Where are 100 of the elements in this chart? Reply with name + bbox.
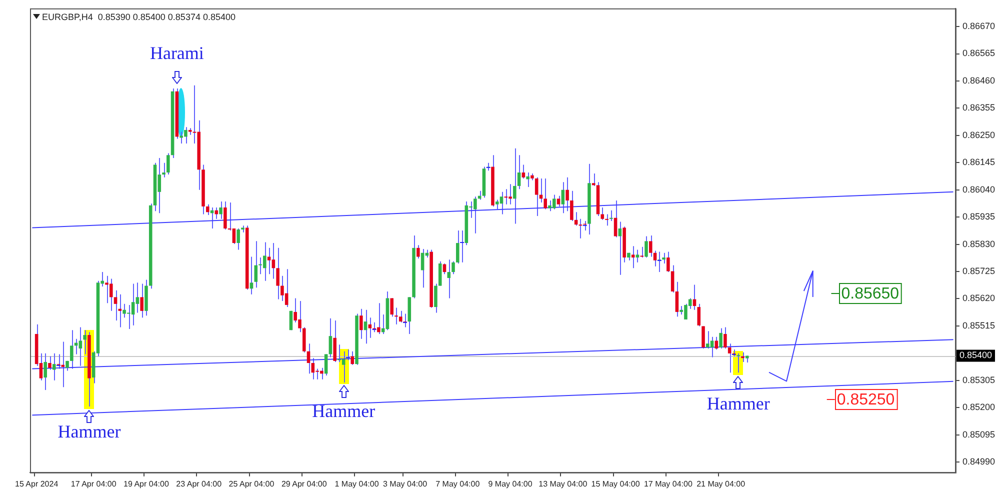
candlestick: [350, 350, 354, 366]
annotation: Harami: [150, 43, 204, 64]
candlestick: [52, 352, 56, 381]
candlestick: [618, 221, 622, 276]
candlestick: [114, 290, 118, 321]
candlestick: [333, 320, 336, 362]
candlestick: [706, 330, 710, 349]
candlestick: [394, 307, 398, 325]
y-tick-label: 0.86460: [962, 75, 996, 86]
candlestick: [368, 317, 372, 338]
y-tick-label: 0.85515: [962, 320, 996, 330]
candlestick: [702, 326, 705, 349]
candlestick: [561, 182, 565, 214]
candlestick: [556, 195, 560, 207]
candlestick: [666, 251, 670, 273]
ref-line-label: 0.85400: [959, 350, 992, 360]
candlestick: [719, 328, 722, 349]
candlestick: [158, 157, 162, 214]
candlestick: [284, 268, 288, 308]
y-tick-label: 0.86250: [962, 130, 996, 140]
candlestick: [360, 308, 363, 340]
candlestick: [342, 350, 346, 383]
candlestick: [631, 246, 635, 269]
x-tick-label: 29 Apr 04:00: [281, 479, 328, 488]
x-tick-label: 17 May 04:00: [644, 479, 693, 488]
candlestick: [648, 234, 652, 258]
candlestick: [697, 303, 701, 327]
y-tick-label: 0.84990: [962, 456, 996, 467]
y-tick-label: 0.86355: [962, 102, 996, 113]
x-tick-label: 9 May 04:00: [488, 479, 533, 488]
annotation: Hammer: [312, 401, 376, 422]
candlestick: [70, 330, 74, 370]
candlestick: [644, 236, 648, 258]
candlestick: [48, 356, 52, 370]
y-tick-label: 0.85620: [962, 293, 996, 304]
candlestick: [500, 191, 504, 215]
candlestick: [714, 336, 718, 350]
x-tick-label: 25 Apr 04:00: [228, 479, 275, 488]
y-tick-label: 0.86145: [962, 157, 996, 168]
candlestick: [728, 343, 732, 374]
candlestick: [136, 282, 140, 314]
x-tick-label: 21 May 04:00: [696, 479, 746, 488]
candlestick: [636, 249, 640, 263]
candlestick: [306, 343, 310, 374]
candlestick: [56, 354, 62, 370]
y-tick-label: 0.85935: [962, 212, 996, 222]
annotation: 0.85250: [836, 391, 895, 408]
x-tick-label: 17 Apr 04:00: [70, 479, 117, 488]
candlestick: [236, 228, 240, 250]
candlestick: [692, 284, 696, 310]
annotation: Hammer: [58, 421, 121, 442]
candlestick: [544, 178, 548, 210]
x-tick-label: 23 Apr 04:00: [176, 479, 222, 488]
candlestick: [522, 164, 526, 179]
candlestick: [513, 148, 516, 224]
candlestick: [324, 354, 328, 376]
candlestick: [570, 190, 574, 222]
x-tick-label: 15 May 04:00: [591, 479, 640, 488]
candlestick: [456, 230, 460, 264]
x-tick-label: 15 Apr 2024: [15, 479, 59, 488]
candlestick: [495, 199, 499, 210]
candlestick: [44, 352, 47, 390]
candlestick: [504, 188, 508, 205]
candlestick: [267, 247, 271, 275]
candlestick: [610, 210, 613, 222]
candlestick: [206, 204, 210, 216]
y-tick-label: 0.86040: [962, 184, 996, 194]
candlestick: [442, 262, 446, 275]
candlestick: [250, 256, 254, 295]
candlestick: [166, 152, 170, 176]
x-tick-label: 7 May 04:00: [436, 479, 480, 488]
candlestick: [398, 310, 402, 323]
y-tick-label: 0.85725: [962, 266, 996, 276]
candlestick: [614, 200, 618, 238]
annotation: Hammer: [706, 393, 770, 414]
candlestick: [526, 172, 530, 188]
candlestick: [552, 194, 556, 210]
candlestick: [272, 242, 276, 280]
candlestick: [662, 252, 666, 264]
y-tick-label: 0.86670: [962, 21, 996, 32]
y-tick-label: 0.86565: [962, 48, 996, 58]
annotation: 0.85650: [841, 285, 900, 302]
x-tick-label: 1 May 04:00: [334, 479, 380, 488]
y-tick-label: 0.85305: [962, 374, 996, 385]
candlestick: [224, 201, 227, 230]
candlestick: [640, 246, 644, 258]
candlestick: [140, 283, 144, 318]
candlestick: [724, 326, 727, 349]
candlestick: [736, 352, 740, 374]
candlestick: [534, 176, 538, 217]
candlestick: [131, 283, 135, 326]
candlestick: [566, 176, 569, 212]
candlestick: [447, 259, 451, 299]
y-tick-label: 0.85830: [962, 238, 996, 249]
candlestick: [83, 330, 86, 355]
candlestick: [219, 201, 222, 220]
x-tick-label: 13 May 04:00: [538, 479, 588, 488]
chart-title: EURGBP,H4 0.85390 0.85400 0.85374 0.85400: [42, 12, 236, 22]
candlestick: [328, 318, 332, 358]
x-tick-label: 3 May 04:00: [382, 479, 428, 488]
